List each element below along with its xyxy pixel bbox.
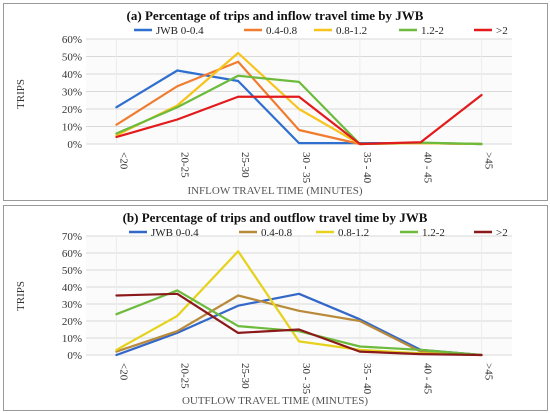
inflow-legend-label: 1.2-2 [421,25,444,37]
outflow-y-axis-label: TRIPS [15,281,27,311]
outflow-y-tick-label: 60% [62,248,82,260]
outflow-y-tick-label: 30% [62,299,82,311]
inflow-y-tick-label: 50% [62,52,82,64]
inflow-y-tick-label: 30% [62,87,82,99]
inflow-chart-title: (a) Percentage of trips and inflow trave… [127,8,424,23]
inflow-y-tick-label: 60% [62,34,82,46]
inflow-x-tick-label: 35 - 40 [361,152,373,184]
outflow-x-axis-label: OUTFLOW TRAVEL TIME (MINUTES) [182,395,368,407]
outflow-series-line-1 [115,294,483,357]
outflow-x-tick-label: <20 [117,363,129,381]
inflow-y-tick-label: 40% [62,69,82,81]
outflow-chart-title: (b) Percentage of trips and outflow trav… [123,210,428,225]
outflow-legend-label: 0.4-0.8 [261,227,293,239]
outflow-y-tick-label: 40% [62,282,82,294]
inflow-x-tick-label: 25-30 [239,152,251,178]
inflow-x-tick-label: 20-25 [178,152,190,178]
outflow-y-tick-label: 70% [62,231,82,243]
inflow-x-tick-label: 40 - 45 [422,152,434,184]
outflow-legend-label: >2 [496,227,508,239]
outflow-legend-label: 1.2-2 [422,227,445,239]
outflow-y-tick-label: 0% [67,350,82,362]
outflow-x-tick-label: 25-30 [239,363,251,389]
inflow-chart-panel: (a) Percentage of trips and inflow trave… [3,3,548,201]
outflow-y-tick-label: 10% [62,333,82,345]
inflow-x-tick-label: <20 [117,152,129,170]
outflow-x-tick-label: 40 - 45 [422,363,434,395]
outflow-x-tick-label: 20-25 [178,363,190,389]
inflow-y-tick-label: 10% [62,122,82,134]
outflow-series-line-4 [115,292,483,357]
inflow-y-tick-label: 0% [67,139,82,151]
outflow-chart: (b) Percentage of trips and outflow trav… [15,210,512,407]
inflow-legend-label: JWB 0-0.4 [156,25,204,37]
outflow-series-line-3 [115,289,483,357]
inflow-x-tick-label: 30 - 35 [300,152,312,184]
inflow-legend-label: >2 [496,25,508,37]
inflow-series-line-4 [115,93,483,146]
inflow-x-tick-label: >45 [483,152,495,170]
outflow-x-tick-label: 35 - 40 [361,363,373,395]
outflow-legend-label: 0.8-1.2 [338,227,369,239]
outflow-chart-panel: (b) Percentage of trips and outflow trav… [3,205,548,411]
inflow-y-axis-label: TRIPS [15,79,27,109]
outflow-y-tick-label: 50% [62,265,82,277]
inflow-legend-label: 0.8-1.2 [336,25,367,37]
outflow-y-tick-label: 20% [62,316,82,328]
outflow-x-tick-label: 30 - 35 [300,363,312,395]
outflow-legend-label: JWB 0-0.4 [151,227,199,239]
outflow-x-tick-label: >45 [483,363,495,381]
inflow-y-tick-label: 20% [62,104,82,116]
inflow-chart: (a) Percentage of trips and inflow trave… [15,8,512,197]
inflow-x-axis-label: INFLOW TRAVEL TIME (MINUTES) [187,185,362,197]
inflow-legend-label: 0.4-0.8 [266,25,298,37]
